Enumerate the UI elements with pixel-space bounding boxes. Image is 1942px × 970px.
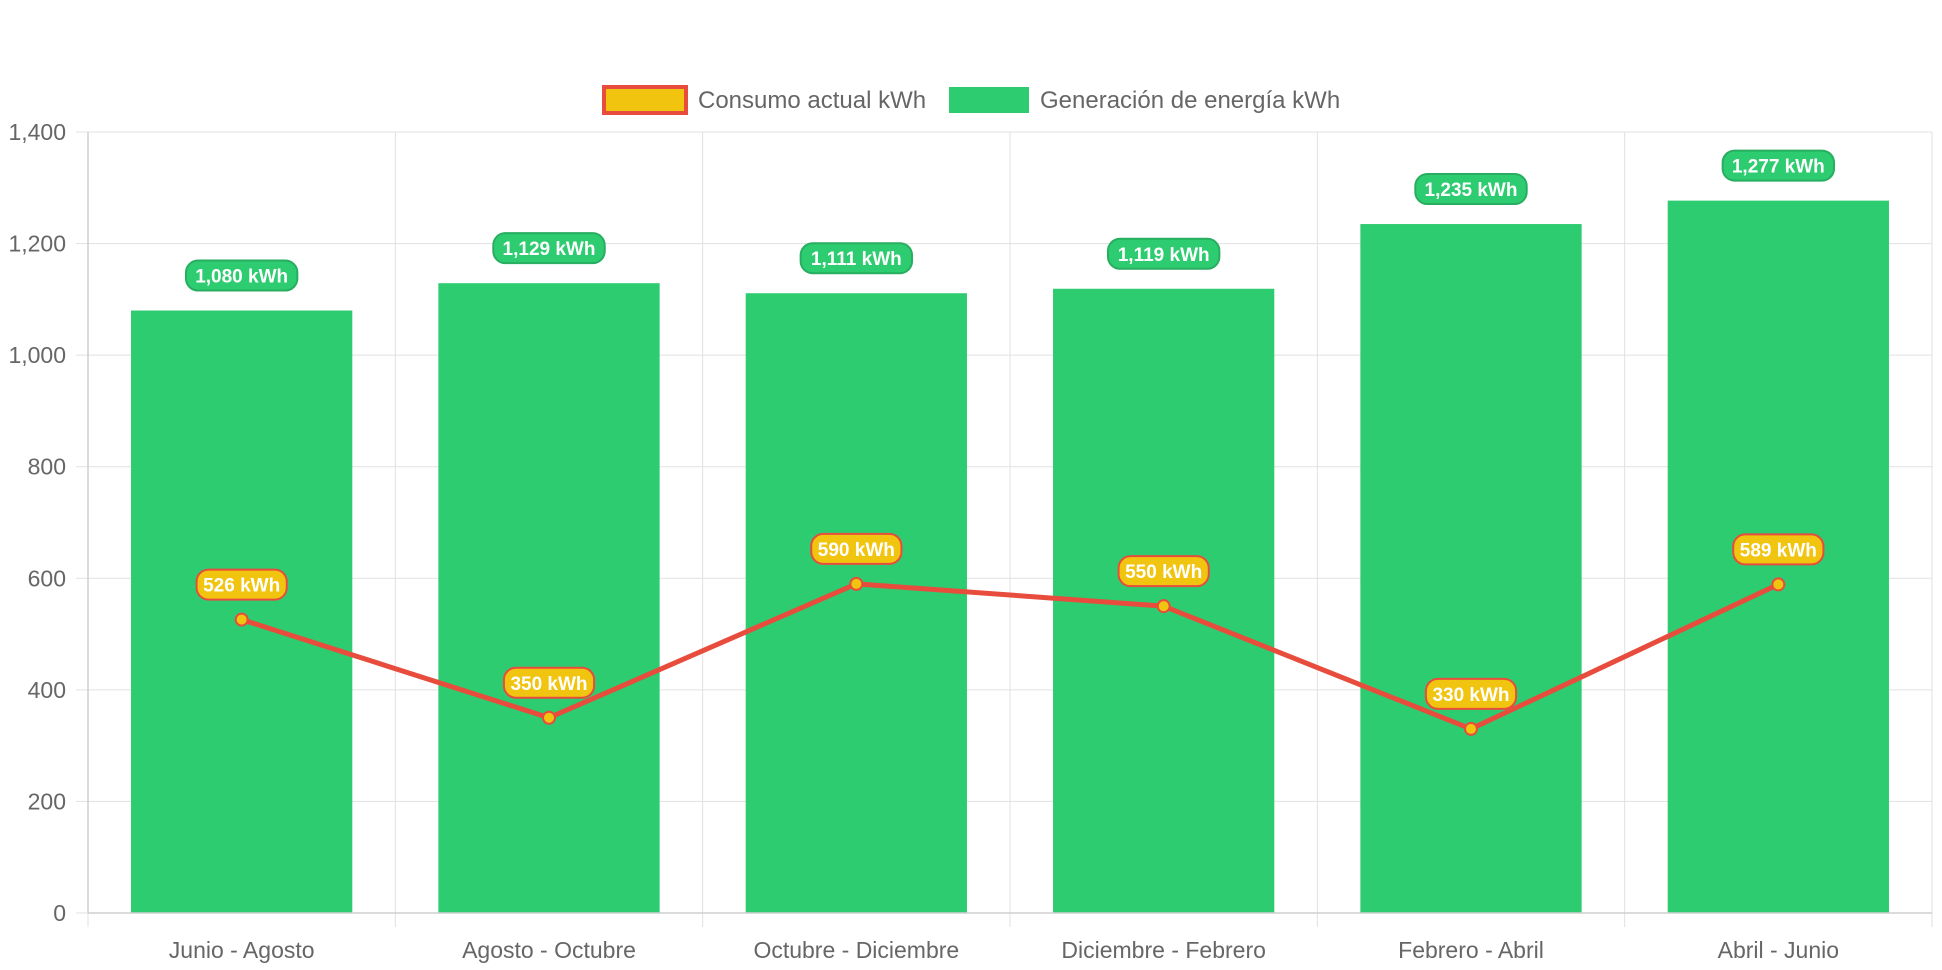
bar-value-label-text: 1,080 kWh [195, 267, 288, 288]
bar-value-label-bg [184, 259, 299, 292]
legend[interactable]: Consumo actual kWh Generación de energía … [602, 85, 1340, 115]
line-series [234, 576, 1786, 736]
line-point [849, 576, 864, 591]
line-value-label-bg [502, 666, 596, 699]
y-tick-label: 0 [53, 900, 66, 926]
line-point [1464, 721, 1478, 736]
line-value-label-bg [1424, 677, 1518, 710]
line-value-label-bg [1117, 555, 1210, 588]
line-value-label: 590 kWh [810, 532, 903, 565]
bar-value-label-bg [799, 242, 914, 275]
bar-value-label-text: 1,119 kWh [1118, 245, 1210, 266]
bar-value-label-text: 1,235 kWh [1425, 180, 1518, 201]
line-value-label: 350 kWh [502, 666, 596, 699]
y-tick-label: 1,000 [8, 342, 66, 368]
x-tick-label: Octubre - Diciembre [753, 937, 959, 963]
legend-item-generacion[interactable]: Generación de energía kWh [949, 87, 1340, 114]
bar-value-label-text: 1,111 kWh [811, 249, 902, 270]
bar-value-label: 1,277 kWh [1721, 149, 1836, 182]
x-tick-label: Abril - Junio [1718, 937, 1839, 963]
bar [1360, 224, 1582, 913]
bar-value-label-bg [492, 232, 606, 265]
bar-value-label: 1,080 kWh [184, 259, 299, 292]
bar-value-label-bg [1414, 173, 1528, 206]
line-value-label-bg [1732, 533, 1825, 566]
bar-value-label: 1,235 kWh [1414, 173, 1528, 206]
line-point [234, 612, 249, 627]
line-value-label-bg [810, 532, 903, 565]
x-tick-label: Diciembre - Febrero [1061, 937, 1266, 963]
bar-value-label-bg [1721, 149, 1836, 182]
x-tick-label: Febrero - Abril [1398, 937, 1544, 963]
consumption-line [240, 581, 1780, 732]
line-value-label-text: 589 kWh [1740, 540, 1817, 561]
legend-swatch-generacion [949, 87, 1029, 113]
axes: 0 200 400 600 800 1,000 1,200 1,400 Junio - Agos… [8, 119, 1932, 963]
line-point [1771, 577, 1786, 592]
y-tick-label: 200 [28, 788, 66, 814]
x-tick-label: Junio - Agosto [169, 937, 315, 963]
y-tick-label: 400 [28, 677, 66, 703]
bar-value-label-text: 1,277 kWh [1732, 157, 1825, 178]
legend-label-generacion: Generación de energía kWh [1040, 87, 1340, 114]
y-tick-label: 600 [28, 565, 66, 591]
line-value-label: 550 kWh [1117, 555, 1210, 588]
line-value-label-text: 550 kWh [1125, 562, 1202, 583]
bar-value-label-text: 1,129 kWh [503, 239, 596, 260]
line-value-label-text: 526 kWh [203, 576, 280, 597]
bar [745, 293, 967, 913]
bar-value-label: 1,111 kWh [799, 242, 914, 275]
bar [438, 283, 660, 913]
line-value-label-bg [195, 568, 288, 601]
line-point [1156, 599, 1171, 614]
line-value-label: 526 kWh [195, 568, 288, 601]
y-tick-label: 800 [28, 454, 66, 480]
legend-item-consumo[interactable]: Consumo actual kWh [602, 85, 926, 115]
grid [76, 131, 1933, 927]
y-tick-label: 1,400 [8, 119, 66, 145]
line-value-label: 589 kWh [1732, 533, 1825, 566]
bar-value-label: 1,119 kWh [1106, 237, 1221, 270]
legend-label-consumo: Consumo actual kWh [698, 87, 926, 114]
bar [131, 310, 353, 913]
x-tick-label: Agosto - Octubre [462, 937, 636, 963]
line-value-label-text: 330 kWh [1432, 685, 1509, 706]
bar-value-label-bg [1106, 237, 1221, 270]
data-labels: 1,080 kWh 1,129 kWh 1,111 kWh 1,119 kWh 1,23… [184, 149, 1836, 710]
line-value-label: 330 kWh [1424, 677, 1518, 710]
line-point [542, 710, 556, 725]
line-value-label-text: 350 kWh [510, 674, 587, 695]
line-value-label-text: 590 kWh [818, 540, 895, 561]
legend-swatch-consumo [602, 85, 688, 115]
bar-value-label: 1,129 kWh [492, 232, 606, 265]
y-tick-label: 1,200 [8, 231, 66, 257]
